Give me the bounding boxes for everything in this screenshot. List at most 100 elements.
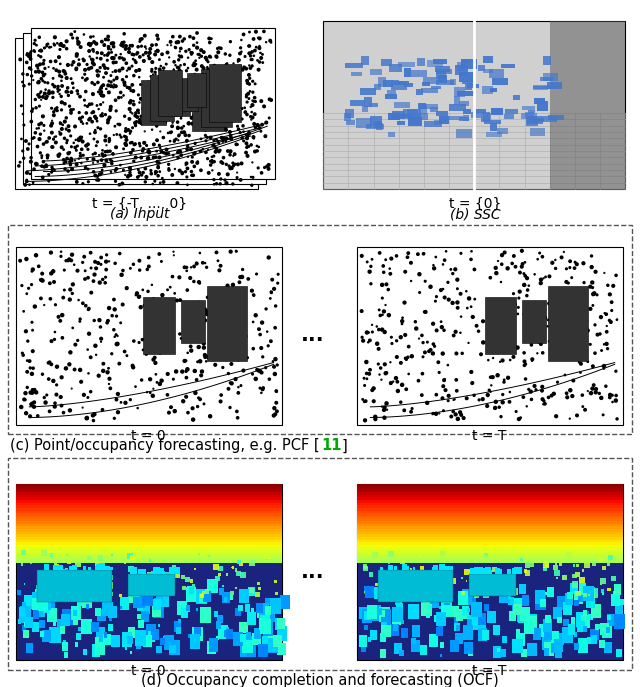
- Point: [570, 257, 580, 268]
- Bar: [435, 566, 438, 570]
- Point: [209, 150, 219, 161]
- Point: [177, 127, 187, 138]
- Point: [69, 259, 79, 270]
- Bar: [543, 649, 549, 657]
- Point: [70, 142, 81, 153]
- Point: [236, 380, 246, 391]
- Bar: [275, 618, 283, 631]
- Bar: [454, 65, 468, 75]
- Bar: [104, 592, 110, 598]
- Point: [463, 337, 474, 348]
- Bar: [357, 529, 623, 532]
- Bar: [392, 613, 401, 625]
- Point: [161, 58, 172, 69]
- Bar: [365, 585, 374, 598]
- Point: [164, 148, 174, 159]
- Point: [54, 70, 65, 81]
- Point: [134, 71, 145, 82]
- Point: [31, 40, 42, 51]
- Point: [237, 103, 247, 114]
- Point: [166, 402, 176, 413]
- Point: [84, 63, 94, 74]
- Point: [24, 63, 35, 74]
- Bar: [412, 625, 420, 637]
- Point: [474, 326, 484, 337]
- Bar: [145, 624, 156, 639]
- Bar: [471, 112, 481, 118]
- Point: [404, 368, 414, 379]
- Point: [136, 374, 147, 385]
- Point: [374, 369, 385, 380]
- Point: [451, 409, 461, 420]
- Point: [431, 251, 441, 262]
- Bar: [424, 120, 442, 127]
- Point: [65, 131, 76, 142]
- Point: [96, 259, 106, 270]
- Point: [221, 133, 232, 144]
- Bar: [109, 618, 111, 621]
- Bar: [508, 597, 514, 605]
- Bar: [61, 574, 65, 578]
- Point: [522, 290, 532, 301]
- Point: [438, 348, 448, 359]
- Bar: [591, 635, 597, 644]
- Point: [148, 354, 159, 365]
- Point: [89, 315, 99, 326]
- Point: [119, 77, 129, 88]
- Point: [546, 330, 556, 341]
- Point: [67, 87, 77, 98]
- Point: [48, 375, 58, 386]
- Bar: [440, 551, 445, 556]
- Point: [86, 107, 97, 118]
- Point: [564, 262, 575, 273]
- Bar: [595, 624, 600, 630]
- Bar: [428, 605, 432, 610]
- Point: [101, 264, 111, 275]
- Point: [90, 124, 100, 135]
- Bar: [483, 113, 491, 121]
- Point: [230, 374, 241, 385]
- Bar: [260, 616, 270, 630]
- Point: [571, 289, 581, 300]
- Point: [63, 87, 73, 98]
- Point: [193, 392, 204, 403]
- Point: [586, 262, 596, 273]
- Point: [148, 390, 158, 401]
- Point: [200, 304, 210, 315]
- Point: [56, 246, 66, 257]
- Bar: [87, 556, 92, 561]
- Point: [28, 398, 38, 409]
- Point: [125, 263, 136, 274]
- Point: [95, 85, 105, 95]
- Point: [250, 109, 260, 120]
- Bar: [39, 620, 45, 628]
- Point: [221, 64, 231, 75]
- Point: [41, 159, 51, 170]
- Point: [173, 122, 183, 133]
- Point: [112, 72, 122, 83]
- Point: [38, 275, 48, 286]
- Point: [548, 388, 559, 399]
- Point: [187, 152, 197, 163]
- Point: [397, 379, 407, 390]
- Bar: [436, 627, 443, 635]
- Point: [188, 32, 198, 43]
- Point: [81, 107, 92, 118]
- Point: [38, 91, 48, 102]
- Point: [561, 276, 572, 287]
- Point: [255, 329, 265, 340]
- Point: [234, 124, 244, 135]
- Bar: [389, 64, 402, 72]
- Point: [269, 408, 280, 419]
- Point: [552, 323, 562, 334]
- Point: [258, 383, 268, 394]
- Point: [248, 172, 258, 183]
- Point: [257, 119, 267, 130]
- Point: [230, 148, 240, 159]
- Point: [186, 316, 196, 327]
- Point: [51, 137, 61, 148]
- Point: [240, 106, 250, 117]
- Point: [38, 76, 48, 87]
- Point: [225, 130, 236, 141]
- Bar: [534, 98, 545, 104]
